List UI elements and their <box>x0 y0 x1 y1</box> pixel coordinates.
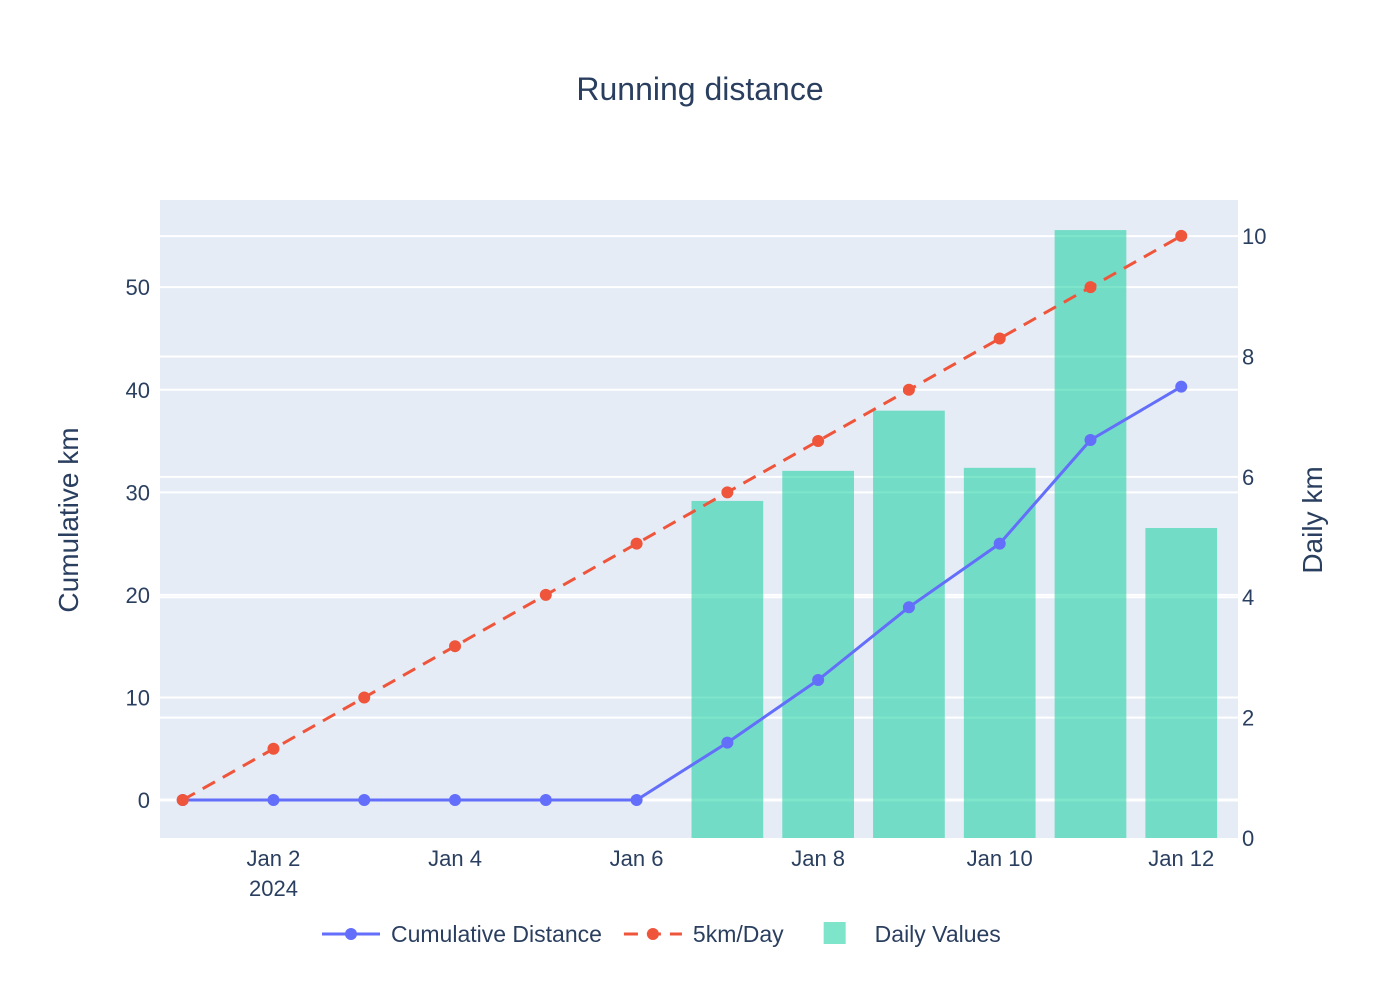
legend-label: Daily Values <box>875 921 1001 947</box>
series-point <box>539 794 552 807</box>
y-left-tick-label: 0 <box>138 788 150 813</box>
series-point <box>267 794 280 807</box>
bar-daily-value <box>873 410 945 838</box>
x-tick-label: Jan 2 <box>247 846 301 871</box>
series-point <box>993 537 1006 550</box>
series-point <box>630 537 643 550</box>
y-right-tick-label: 8 <box>1242 344 1254 369</box>
series-line-5km-day <box>181 234 1183 802</box>
series-point <box>176 794 189 807</box>
series-point <box>993 332 1006 345</box>
y-right-tick-label: 4 <box>1242 585 1254 610</box>
bar-daily-value <box>782 470 855 838</box>
x-tick-label: Jan 12 <box>1148 846 1214 871</box>
series-point <box>902 601 915 614</box>
series-point <box>267 742 280 755</box>
x-tick-label: Jan 4 <box>428 846 482 871</box>
legend: Cumulative Distance 5km/Day Daily Values <box>322 921 1001 947</box>
y-right-tick-label: 6 <box>1242 465 1254 490</box>
series-point <box>902 383 915 396</box>
y-right-tick-label: 2 <box>1242 706 1254 731</box>
y-left-tick-label: 20 <box>126 583 150 608</box>
series-point <box>358 691 371 704</box>
legend-label: 5km/Day <box>693 921 784 947</box>
series-point <box>812 435 825 448</box>
y-left-tick-label: 10 <box>126 685 150 710</box>
bar-daily-value <box>1054 230 1127 838</box>
y-left-tick-label: 30 <box>126 480 150 505</box>
series-line-cumulative-distance <box>182 385 1183 802</box>
y-axis-left-title: Cumulative km <box>53 427 84 612</box>
bar-daily-value <box>1145 528 1218 838</box>
legend-label: Cumulative Distance <box>391 921 602 947</box>
legend-marker <box>646 928 659 940</box>
y-left-tick-label: 40 <box>126 378 150 403</box>
series-point <box>630 794 643 807</box>
series-point <box>539 588 552 601</box>
series-point <box>358 794 371 807</box>
plot-area: 0 10 20 30 40 50 0 2 4 6 8 10 Jan 2 2024 Jan 4 Jan 6 Jan… <box>126 200 1266 901</box>
y-right-tick-label: 10 <box>1242 224 1266 249</box>
chart-title: Running distance <box>576 71 823 107</box>
series-point <box>449 794 462 807</box>
legend-bar-swatch <box>823 922 846 944</box>
series-point <box>1084 281 1097 294</box>
series-point <box>721 736 734 749</box>
x-tick-sublabel: 2024 <box>249 876 298 901</box>
series-point <box>1175 380 1188 393</box>
bar-daily-value <box>963 467 1036 838</box>
series-point <box>812 674 825 687</box>
y-right-tick-label: 0 <box>1242 826 1254 851</box>
legend-marker <box>345 928 357 940</box>
x-tick-label: Jan 10 <box>967 846 1033 871</box>
series-point <box>721 486 734 499</box>
series-point <box>449 640 462 653</box>
series-point <box>1084 434 1097 447</box>
bar-daily-value <box>691 500 764 838</box>
series-point <box>1175 229 1188 242</box>
y-axis-right-title: Daily km <box>1297 466 1328 573</box>
x-tick-label: Jan 6 <box>610 846 664 871</box>
x-tick-label: Jan 8 <box>791 846 845 871</box>
y-left-tick-label: 50 <box>126 275 150 300</box>
